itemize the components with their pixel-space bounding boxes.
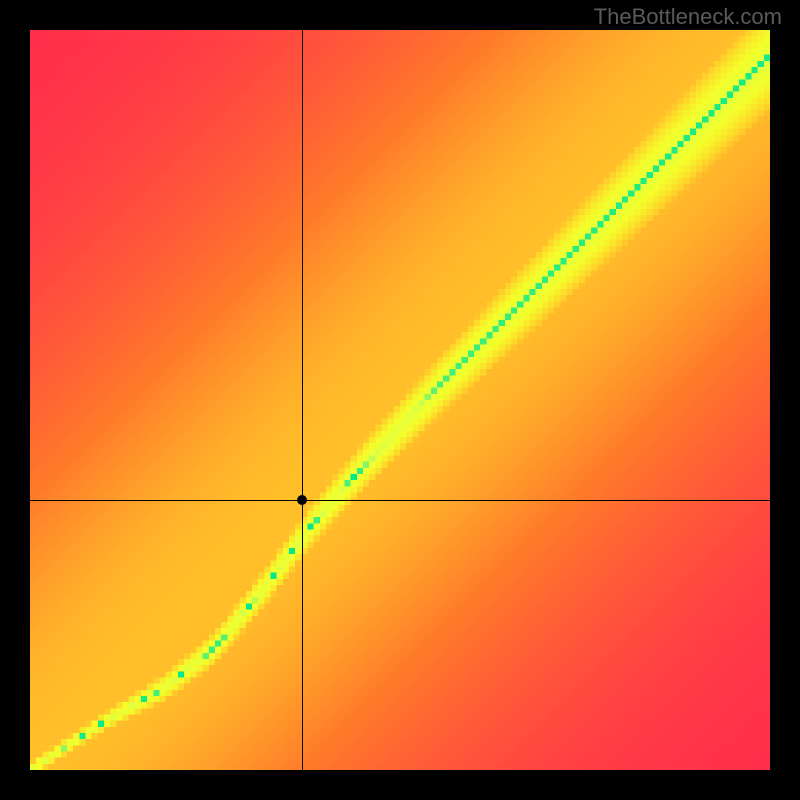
watermark-text: TheBottleneck.com (594, 4, 782, 30)
crosshair-vertical (302, 30, 303, 770)
heatmap-canvas (30, 30, 770, 770)
crosshair-marker (297, 495, 307, 505)
heatmap-plot (30, 30, 770, 770)
crosshair-horizontal (30, 500, 770, 501)
